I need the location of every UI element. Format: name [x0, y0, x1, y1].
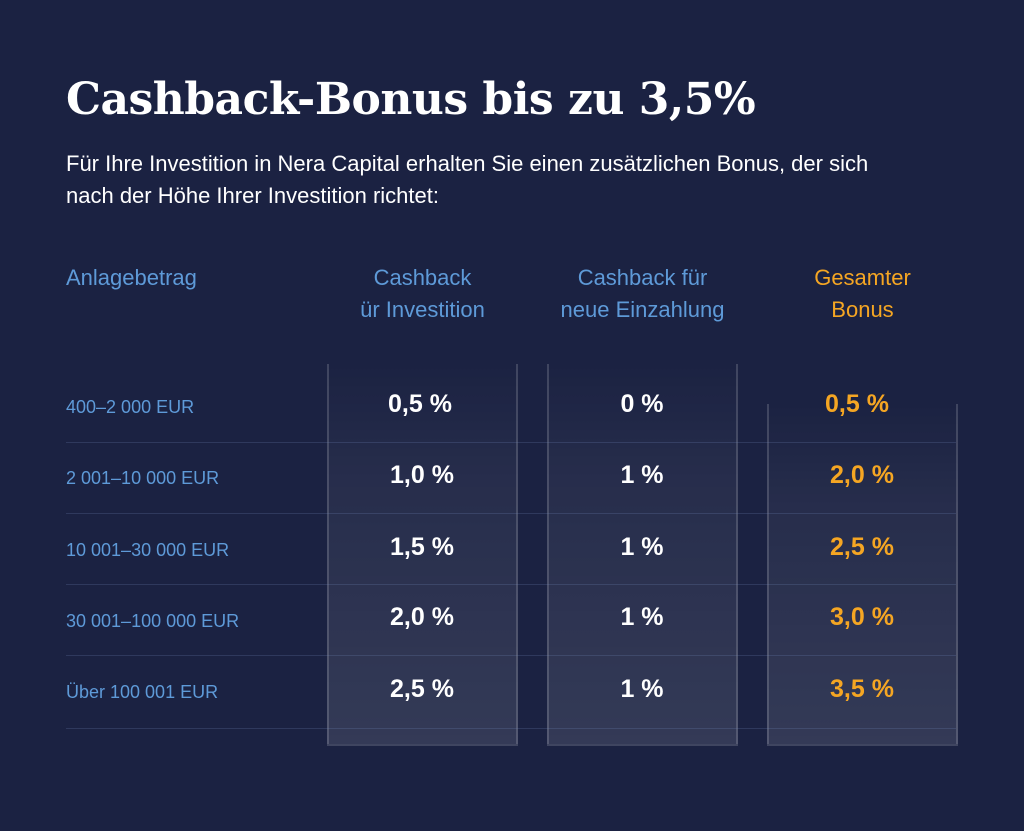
- amount-cell: 400–2 000 EUR: [66, 397, 195, 417]
- header-total-bonus: Gesamter Bonus: [767, 262, 958, 326]
- row-divider: [66, 655, 956, 656]
- investment-cell: 2,5 %: [390, 675, 454, 703]
- investment-cell: 1,5 %: [390, 533, 454, 561]
- investment-cell: 1,0 %: [390, 461, 454, 489]
- investment-column-box: [327, 364, 518, 746]
- header-amount-label: Anlagebetrag: [66, 265, 197, 290]
- header-cashback-investment-line1: Cashback: [373, 265, 472, 290]
- total-cell: 0,5 %: [825, 390, 889, 418]
- deposit-cell: 0 %: [620, 390, 664, 418]
- total-column-box: [767, 404, 958, 746]
- deposit-cell: 1 %: [620, 533, 664, 561]
- investment-cell: 2,0 %: [390, 603, 454, 631]
- header-amount: Anlagebetrag: [66, 262, 306, 294]
- page-subtitle: Für Ihre Investition in Nera Capital erh…: [66, 151, 869, 208]
- header-cashback-investment: Cashback ür Investition: [327, 262, 518, 326]
- deposit-column-box: [547, 364, 738, 746]
- total-cell: 2,5 %: [830, 533, 894, 561]
- header-cashback-investment-line2: ür Investition: [360, 297, 485, 322]
- total-cell: 3,5 %: [830, 675, 894, 703]
- amount-cell: 2 001–10 000 EUR: [66, 468, 220, 488]
- row-divider: [66, 728, 956, 729]
- header-cashback-deposit: Cashback für neue Einzahlung: [537, 262, 748, 326]
- row-divider: [66, 513, 956, 514]
- amount-cell: 30 001–100 000 EUR: [66, 611, 240, 631]
- deposit-cell: 1 %: [620, 603, 664, 631]
- page-title: Cashback-Bonus bis zu 3,5%: [66, 74, 756, 125]
- row-divider: [66, 442, 956, 443]
- total-cell: 3,0 %: [830, 603, 894, 631]
- row-divider: [66, 584, 956, 585]
- deposit-cell: 1 %: [620, 461, 664, 489]
- header-total-bonus-line1: Gesamter: [814, 265, 911, 290]
- deposit-cell: 1 %: [620, 675, 664, 703]
- total-cell: 2,0 %: [830, 461, 894, 489]
- header-cashback-deposit-line2: neue Einzahlung: [560, 297, 725, 322]
- header-total-bonus-line2: Bonus: [831, 297, 894, 322]
- investment-cell: 0,5 %: [388, 390, 452, 418]
- amount-cell: Über 100 001 EUR: [66, 682, 219, 702]
- amount-cell: 10 001–30 000 EUR: [66, 540, 230, 560]
- header-cashback-deposit-line1: Cashback für: [577, 265, 708, 290]
